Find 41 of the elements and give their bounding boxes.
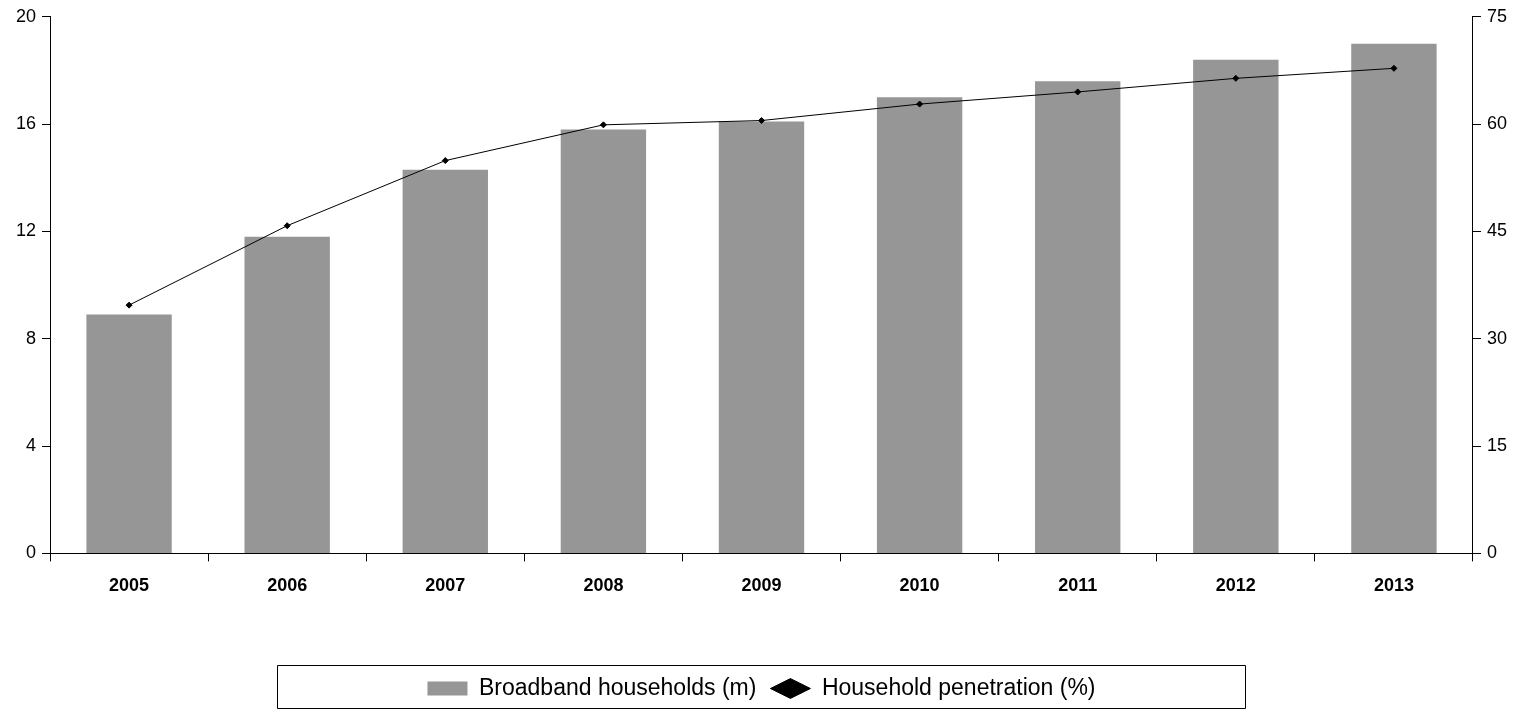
y2-tick-label: 0 bbox=[1486, 542, 1497, 563]
y2-tick-label: 30 bbox=[1486, 327, 1508, 348]
point bbox=[916, 100, 924, 108]
x-tick-label: 2011 bbox=[1058, 575, 1098, 596]
x-tick-label: 2008 bbox=[583, 575, 624, 596]
point bbox=[441, 157, 449, 165]
bar bbox=[560, 129, 647, 553]
bar bbox=[402, 169, 488, 553]
y2-tick-label: 75 bbox=[1486, 5, 1508, 26]
point bbox=[1232, 74, 1240, 82]
bar bbox=[1351, 43, 1437, 553]
x-tick-label: 2006 bbox=[267, 575, 308, 596]
x-tick-label: 2009 bbox=[741, 575, 782, 596]
legend-label: Broadband households (m) bbox=[478, 673, 757, 700]
point bbox=[283, 222, 291, 230]
x-tick-label: 2012 bbox=[1215, 575, 1256, 596]
bar bbox=[718, 121, 805, 553]
y-tick-label: 8 bbox=[26, 327, 37, 348]
y2-tick-label: 45 bbox=[1486, 220, 1508, 241]
bar bbox=[1035, 81, 1121, 553]
point bbox=[1390, 64, 1398, 72]
y-tick-label: 20 bbox=[15, 5, 37, 26]
y-tick-label: 12 bbox=[15, 220, 37, 241]
x-tick-label: 2007 bbox=[425, 575, 466, 596]
point bbox=[758, 117, 765, 125]
bar bbox=[876, 97, 963, 553]
legend-label: Household penetration (%) bbox=[821, 673, 1096, 700]
y-tick-label: 0 bbox=[26, 542, 37, 563]
x-tick-label: 2005 bbox=[109, 575, 150, 596]
y-tick-label: 16 bbox=[15, 113, 37, 134]
x-tick-label: 2013 bbox=[1373, 575, 1414, 596]
y2-tick-label: 15 bbox=[1486, 435, 1508, 456]
bar bbox=[86, 314, 172, 553]
point bbox=[125, 301, 133, 309]
bar bbox=[244, 236, 330, 553]
point bbox=[599, 121, 607, 129]
y2-tick-label: 60 bbox=[1486, 113, 1508, 134]
bar bbox=[1193, 59, 1279, 553]
x-tick-label: 2010 bbox=[899, 575, 940, 596]
y-tick-label: 4 bbox=[26, 435, 37, 456]
point bbox=[1074, 88, 1082, 96]
